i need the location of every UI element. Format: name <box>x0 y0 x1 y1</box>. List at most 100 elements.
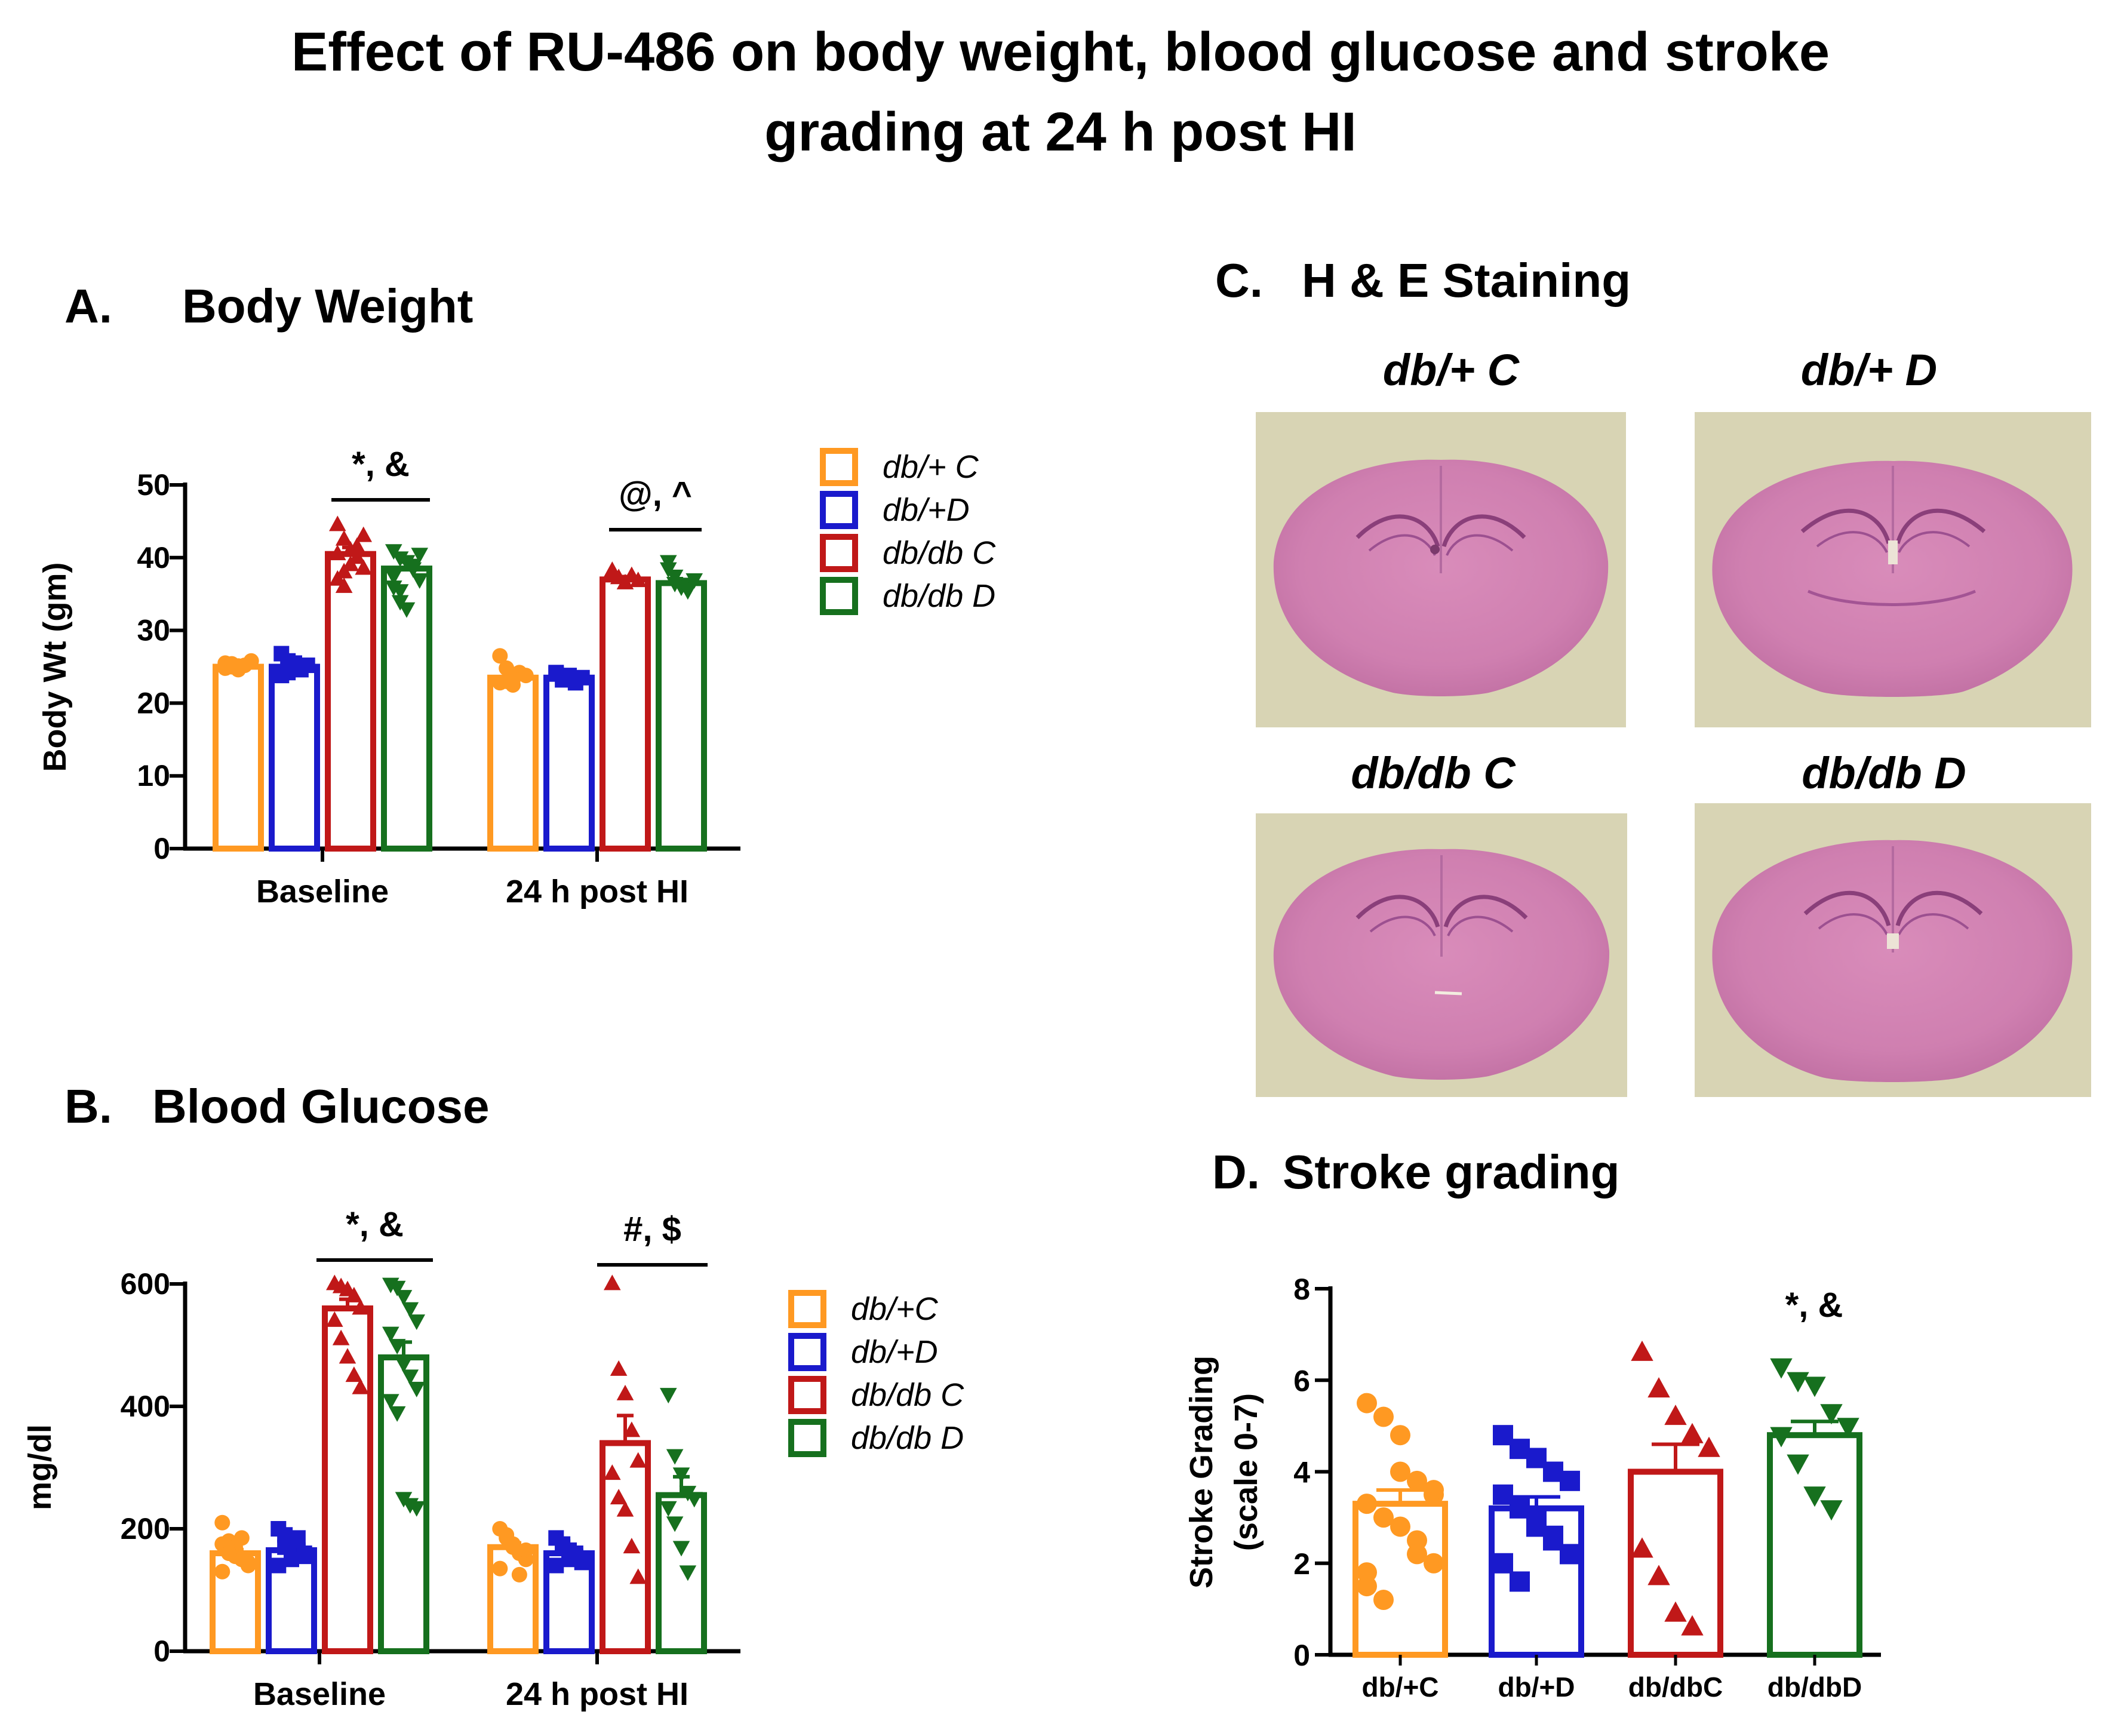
y-tick-label: 0 <box>1293 1639 1310 1672</box>
legend-swatch-db+c <box>788 1290 826 1328</box>
data-point <box>610 1360 628 1376</box>
y-tick-label: 2 <box>1293 1547 1310 1581</box>
data-point <box>1407 1470 1427 1491</box>
x-tick-label: Baseline <box>253 1676 386 1712</box>
bar <box>600 576 651 852</box>
data-point <box>401 1302 419 1318</box>
legend-label: db/+D <box>883 492 970 528</box>
panel-c: C. H & E Staining db/+ C db/+ D db/db C … <box>1215 254 2091 1097</box>
legend-swatch-db+d <box>820 491 858 529</box>
y-tick-label: 20 <box>137 686 170 720</box>
data-point <box>404 558 422 574</box>
data-point <box>623 1538 641 1554</box>
data-point <box>1803 1376 1826 1397</box>
data-point <box>1681 1422 1704 1443</box>
data-point <box>408 1314 426 1331</box>
data-point <box>411 548 429 564</box>
data-point <box>666 1449 684 1465</box>
significance-label: @, ^ <box>619 475 692 514</box>
bar <box>213 663 264 852</box>
data-point <box>348 537 366 553</box>
bar <box>1767 1432 1862 1658</box>
bar <box>1628 1468 1723 1658</box>
data-point <box>233 1530 250 1546</box>
data-point <box>243 653 259 669</box>
data-point <box>1820 1500 1843 1521</box>
x-tick-label: db/+D <box>1498 1672 1575 1703</box>
data-point <box>1698 1436 1720 1457</box>
data-point <box>1510 1571 1530 1592</box>
data-point <box>610 1489 628 1505</box>
bar <box>322 1305 373 1654</box>
data-point <box>385 569 402 585</box>
y-tick-label: 30 <box>137 614 170 647</box>
data-point <box>686 1492 703 1508</box>
data-point <box>1631 1340 1653 1361</box>
significance-label: *, & <box>1785 1286 1843 1325</box>
data-point <box>332 1329 350 1345</box>
bar <box>325 551 376 852</box>
bar <box>487 674 539 852</box>
y-axis-label: mg/dl <box>22 1424 58 1510</box>
data-point <box>1770 1358 1793 1379</box>
data-point <box>408 1381 426 1397</box>
legend-label: db/+D <box>851 1334 938 1370</box>
stroke-grading-chart: 0 2 4 6 8 Stroke Grading (scale 0-7) db/+C db/+D… <box>1184 1273 1881 1703</box>
legend-swatch-dbdb-d <box>788 1419 826 1457</box>
panel-b-label: B. <box>64 1080 112 1133</box>
data-point <box>335 530 353 546</box>
y-tick-label: 4 <box>1293 1456 1310 1489</box>
y-tick-label: 50 <box>137 468 170 502</box>
data-point <box>518 1542 534 1558</box>
data-point <box>352 1378 370 1394</box>
data-point <box>1373 1590 1394 1611</box>
data-point <box>1770 1427 1793 1448</box>
data-point <box>1647 1565 1670 1586</box>
panel-a-label: A. <box>64 279 112 333</box>
data-point <box>1681 1615 1704 1636</box>
data-point <box>511 1566 527 1583</box>
bar <box>269 663 320 852</box>
data-point <box>328 515 346 531</box>
x-tick-label: db/+C <box>1361 1672 1438 1703</box>
data-point <box>1837 1418 1859 1439</box>
data-point <box>629 1452 647 1468</box>
data-point <box>659 1388 677 1404</box>
blood-glucose-legend: db/+C db/+D db/db C db/db D <box>788 1290 964 1457</box>
legend-label: db/+C <box>851 1291 939 1327</box>
data-point <box>672 1541 690 1557</box>
histology-label-dbdb-c: db/db C <box>1351 748 1516 798</box>
data-point <box>1526 1507 1547 1528</box>
data-point <box>382 1394 399 1410</box>
panel-b-title: Blood Glucose <box>152 1080 490 1133</box>
panel-a-title: Body Weight <box>182 279 473 333</box>
legend-swatch-dbdb-c <box>788 1376 826 1414</box>
data-point <box>328 545 346 561</box>
data-point <box>270 1557 287 1574</box>
data-point <box>548 1557 564 1574</box>
data-point <box>505 1539 521 1555</box>
body-weight-chart: 0 10 20 30 40 50 Body Wt (gm) Baseline 24 h post… <box>37 445 740 910</box>
data-point <box>616 1384 634 1400</box>
data-point <box>666 1516 684 1532</box>
histology-image-db+d <box>1695 412 2091 727</box>
data-point <box>1664 1405 1687 1425</box>
histology-image-dbdb-c <box>1256 813 1627 1097</box>
data-point <box>339 1348 356 1364</box>
data-point <box>499 660 515 676</box>
data-point <box>679 584 697 600</box>
data-point <box>499 1527 515 1543</box>
x-tick-label: db/dbD <box>1768 1672 1862 1703</box>
data-point <box>672 1467 690 1483</box>
significance-label: *, & <box>352 445 410 484</box>
data-point <box>1560 1544 1580 1565</box>
data-point <box>299 657 315 674</box>
y-axis-label: (scale 0-7) <box>1228 1393 1264 1551</box>
data-point <box>505 672 521 688</box>
data-point <box>1631 1537 1653 1558</box>
data-point <box>1357 1494 1377 1514</box>
data-point <box>391 584 409 600</box>
legend-label: db/+ C <box>883 449 979 485</box>
data-point <box>335 563 353 579</box>
